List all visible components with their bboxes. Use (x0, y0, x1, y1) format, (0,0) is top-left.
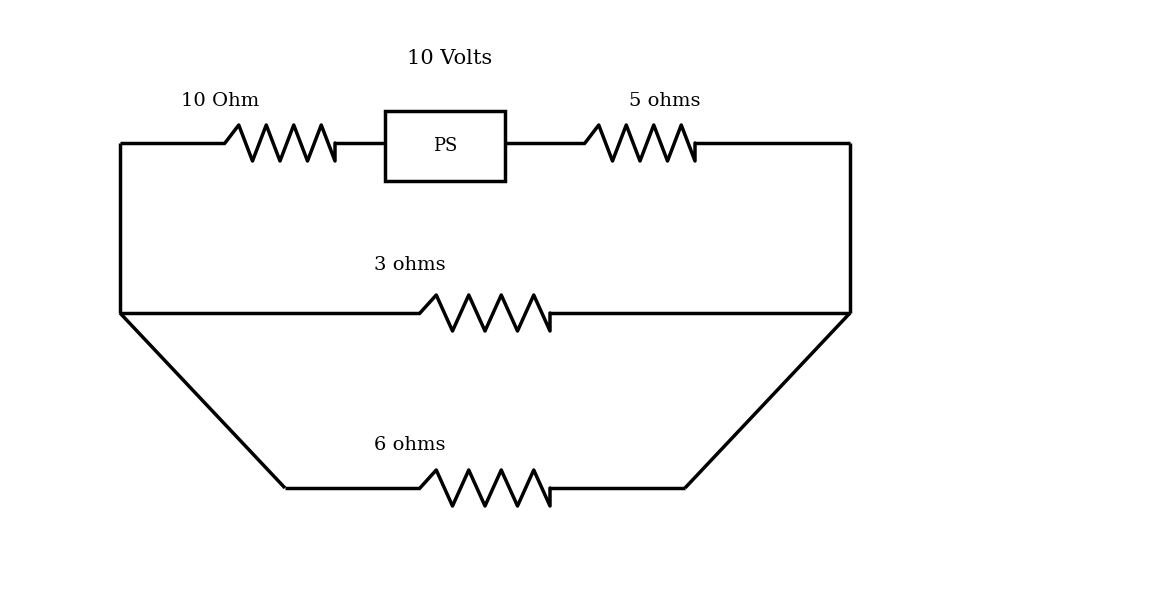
Text: PS: PS (433, 137, 457, 155)
Text: 10 Ohm: 10 Ohm (180, 92, 260, 110)
Text: 6 ohms: 6 ohms (375, 436, 446, 454)
Text: 10 Volts: 10 Volts (408, 49, 493, 68)
Text: 5 ohms: 5 ohms (630, 92, 701, 110)
Text: 3 ohms: 3 ohms (375, 256, 446, 274)
Bar (385, 111, 506, 181)
